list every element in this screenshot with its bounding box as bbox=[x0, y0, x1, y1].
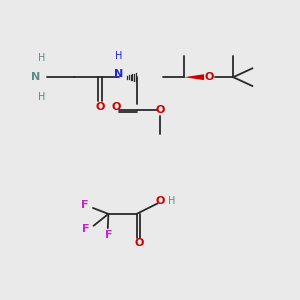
Text: F: F bbox=[82, 224, 90, 234]
Text: H: H bbox=[38, 92, 45, 101]
Text: O: O bbox=[156, 105, 165, 115]
Text: H: H bbox=[115, 51, 122, 62]
Text: F: F bbox=[81, 200, 88, 210]
Text: O: O bbox=[205, 72, 214, 82]
Text: O: O bbox=[95, 102, 105, 112]
Text: H: H bbox=[168, 196, 175, 206]
Text: O: O bbox=[156, 196, 165, 206]
Text: N: N bbox=[31, 72, 40, 82]
Text: O: O bbox=[134, 238, 143, 248]
Polygon shape bbox=[184, 74, 204, 80]
Text: F: F bbox=[105, 230, 112, 240]
Text: N: N bbox=[114, 69, 123, 79]
Text: H: H bbox=[38, 53, 45, 63]
Text: O: O bbox=[111, 102, 121, 112]
